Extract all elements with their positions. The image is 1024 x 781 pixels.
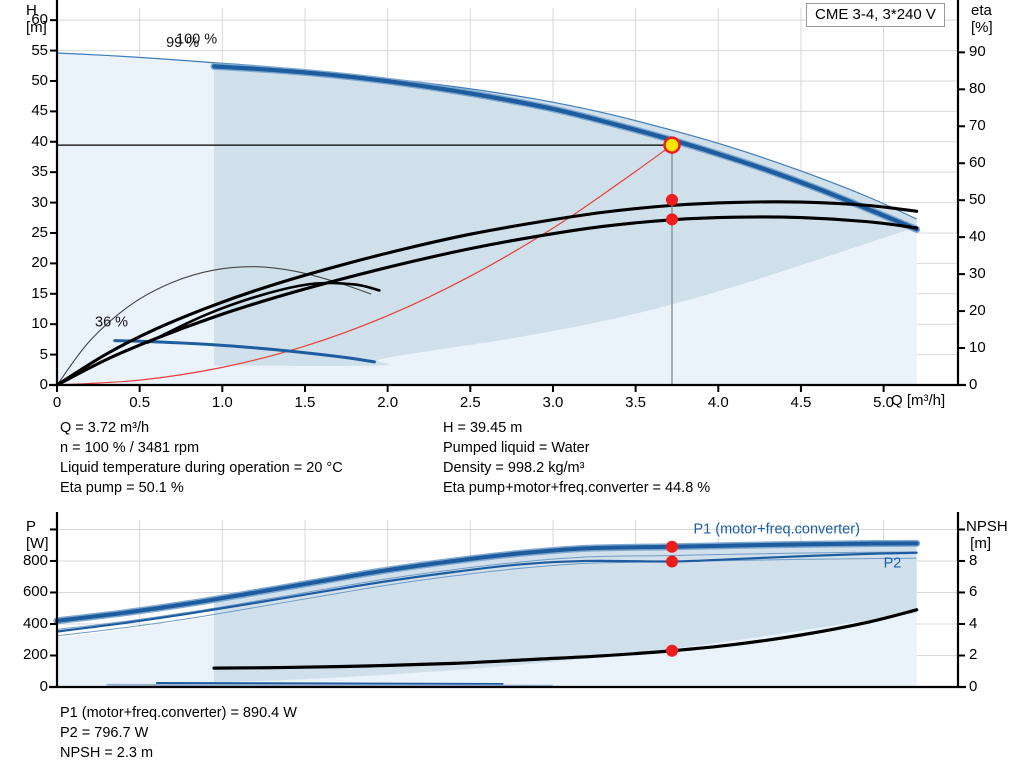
xtick-label: 4.0 (707, 394, 729, 411)
y2tick-label: 10 (969, 339, 986, 357)
xtick-label: 1.0 (211, 394, 233, 411)
eta-curve-total (55, 215, 919, 387)
bot-y2tick-label: 8 (969, 551, 978, 569)
eta-curve-reduced-thick (146, 281, 381, 344)
xtick-label: 2.0 (377, 394, 399, 411)
chart-title-box: CME 3-4, 3*240 V (806, 3, 945, 27)
xtick-label: 1.5 (294, 394, 316, 411)
info-top-right-line: Eta pump+motor+freq.converter = 44.8 % (443, 480, 711, 496)
info-bottom-line: NPSH = 2.3 m (60, 745, 154, 761)
xtick-label: 0.5 (129, 394, 151, 411)
y2tick-label: 50 (969, 191, 986, 209)
eta-curve-pump (55, 200, 919, 387)
bot-y2tick-label: 4 (969, 614, 978, 632)
info-top-right-line: Pumped liquid = Water (443, 440, 590, 456)
y2tick-label: 0 (969, 376, 978, 393)
head-curve-main (211, 64, 919, 232)
bot-y2tick-label: 2 (969, 646, 978, 664)
bot-y2-axis-title: NPSH [m] (966, 518, 1008, 552)
xtick-label: 3.5 (625, 394, 647, 411)
ytick-label: 45 (31, 102, 48, 120)
y2tick-label: 20 (969, 302, 986, 320)
power-reduced-curve-thin (106, 683, 553, 687)
npsh-curve (212, 608, 919, 670)
ytick-label: 10 (31, 315, 48, 333)
ytick-label: 30 (31, 193, 48, 211)
y2tick-label: 40 (969, 228, 986, 246)
ytick-label: 35 (31, 163, 48, 181)
head-curve-reduced (113, 339, 376, 364)
ytick-label: 15 (31, 284, 48, 302)
bot-ytick-label: 400 (22, 614, 48, 632)
duty-point-eta-1 (665, 213, 678, 226)
power-reduced-curve (156, 682, 504, 686)
ytick-label: 5 (39, 345, 48, 363)
duty-point-p1 (665, 540, 678, 553)
annotation-36: 36 % (95, 315, 128, 331)
xtick-label: 2.5 (459, 394, 481, 411)
bot-ytick-label: 0 (39, 678, 48, 695)
xtick-label: 0 (52, 394, 62, 411)
operating-band-working-range (214, 62, 917, 366)
info-top-left-line: Eta pump = 50.1 % (60, 480, 184, 496)
bot-y-axis-title: P [W] (26, 518, 49, 552)
bot-ytick-label: 600 (22, 583, 48, 601)
info-bottom-line: P1 (motor+freq.converter) = 890.4 W (60, 705, 297, 721)
p1-curve-label: P1 (motor+freq.converter) (693, 521, 859, 537)
bot-y2tick-label: 6 (969, 583, 978, 601)
head-curve-99 (56, 52, 917, 220)
ytick-label: 0 (39, 376, 48, 393)
ytick-label: 60 (31, 11, 48, 29)
duty-point-p2 (665, 555, 678, 568)
duty-point-marker[interactable] (663, 136, 681, 154)
ytick-label: 50 (31, 71, 48, 89)
bot-y2tick-label: 0 (969, 678, 978, 695)
duty-point-eta-0 (665, 193, 678, 206)
info-top-left-line: n = 100 % / 3481 rpm (60, 440, 200, 456)
p2-curve (55, 551, 918, 633)
info-top-right-line: H = 39.45 m (443, 420, 523, 436)
ytick-label: 40 (31, 132, 48, 150)
eta-curve-reduced (56, 266, 372, 386)
ytick-label: 25 (31, 223, 48, 241)
annotation-99: 99 % (166, 35, 199, 51)
bot-ytick-label: 200 (22, 646, 48, 664)
top-y-axis-title: H [m] (26, 2, 47, 36)
head-efficiency-chart: 100 %99 % 36 % (49, 0, 966, 392)
power-npsh-chart: P1 (motor+freq.converter) P2 (49, 512, 966, 689)
ytick-label: 55 (31, 41, 48, 59)
y2tick-label: 30 (969, 265, 986, 283)
p1-curve (55, 541, 919, 623)
bot-ytick-label: 800 (22, 551, 48, 569)
ytick-label: 20 (31, 254, 48, 272)
info-bottom-line: P2 = 796.7 W (60, 725, 149, 741)
info-top-left-line: Q = 3.72 m³/h (60, 420, 150, 436)
p2-curve-label: P2 (884, 555, 902, 571)
xtick-label: 4.5 (790, 394, 812, 411)
top-y2-axis-title: eta [%] (971, 2, 993, 36)
power-curve-secondary-0 (56, 551, 917, 630)
top-x-axis-title: Q [m³/h] (891, 392, 946, 409)
y2tick-label: 90 (969, 43, 986, 61)
xtick-label: 3.0 (542, 394, 564, 411)
y2tick-label: 60 (969, 154, 986, 172)
y2tick-label: 70 (969, 117, 986, 135)
power-band-working-range (214, 545, 917, 683)
info-top-left-line: Liquid temperature during operation = 20… (60, 460, 343, 476)
duty-point-npsh (665, 644, 678, 657)
system-curve (56, 144, 673, 386)
annotation-100: 100 % (176, 31, 217, 47)
power-curve-secondary-1 (56, 557, 917, 637)
xtick-label: 5.0 (873, 394, 895, 411)
info-top-right-line: Density = 998.2 kg/m³ (443, 460, 585, 476)
y2tick-label: 80 (969, 80, 986, 98)
